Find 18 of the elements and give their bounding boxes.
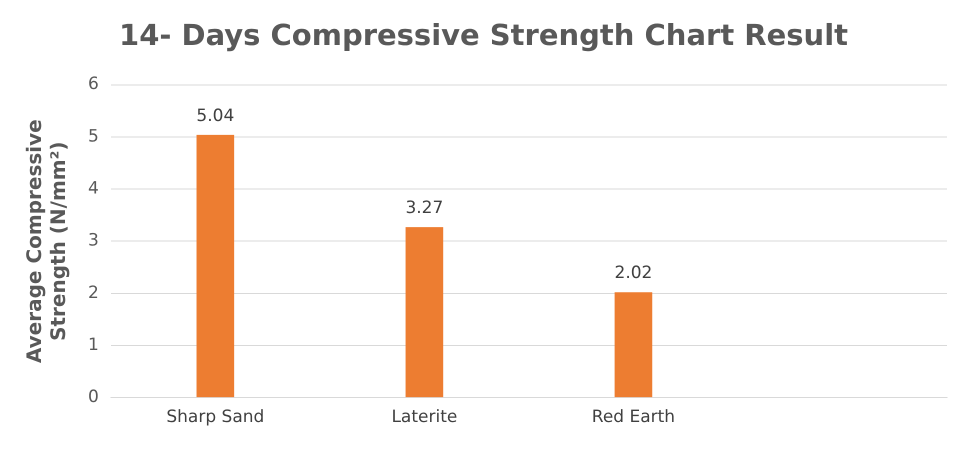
data-label: 5.04 <box>196 106 234 126</box>
y-tick-label: 3 <box>88 230 99 251</box>
x-tick-label: Sharp Sand <box>166 407 264 428</box>
y-tick-label: 5 <box>88 126 99 146</box>
bar <box>406 227 444 398</box>
chart-title: 14- Days Compressive Strength Chart Result <box>119 18 848 52</box>
y-axis-title: Average Compressive Strength (N/mm²) <box>22 119 70 364</box>
y-tick-label: 4 <box>88 178 99 198</box>
y-tick-label: 1 <box>88 334 99 355</box>
data-label: 3.27 <box>405 198 444 218</box>
bar <box>614 292 652 398</box>
y-tick-label: 2 <box>88 282 99 303</box>
data-label: 2.02 <box>614 263 652 284</box>
x-tick-label: Red Earth <box>592 407 676 428</box>
y-tick-label: 0 <box>88 387 99 408</box>
x-tick-label: Laterite <box>391 407 458 428</box>
bar <box>196 134 234 398</box>
y-tick-label: 6 <box>88 74 99 94</box>
